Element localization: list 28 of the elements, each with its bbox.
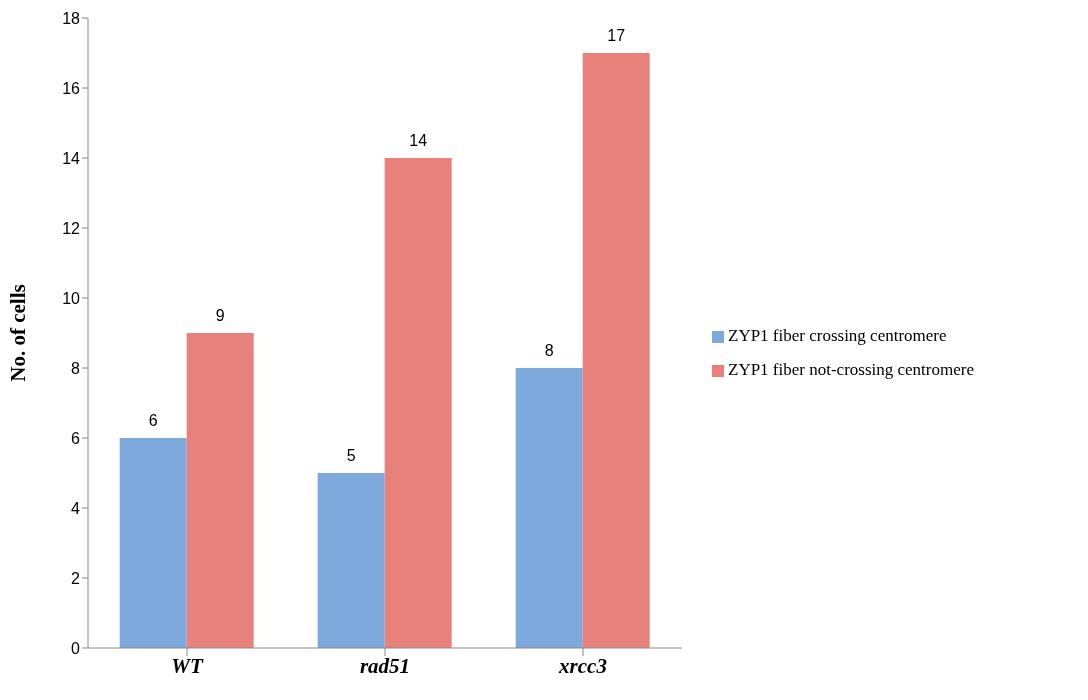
x-tick-label: xrcc3 (558, 653, 607, 678)
data-label: 9 (215, 307, 225, 324)
data-label: 5 (346, 447, 356, 464)
y-tick-label: 16 (62, 79, 81, 97)
y-tick-label: 6 (71, 429, 81, 447)
bar (119, 438, 187, 648)
x-tick-label: rad51 (359, 653, 411, 678)
bar (384, 158, 452, 648)
bar (317, 473, 385, 648)
y-tick-label: 0 (71, 639, 81, 657)
data-label: 6 (148, 412, 158, 429)
y-tick-label: 10 (62, 289, 81, 307)
data-label: 8 (544, 342, 554, 359)
y-tick-label: 18 (62, 9, 81, 27)
bar (515, 368, 583, 648)
legend-label: ZYP1 fiber crossing centromere (728, 326, 947, 345)
data-label: 14 (409, 132, 428, 149)
y-axis-title: No. of cells (6, 284, 31, 382)
y-tick-label: 12 (62, 219, 81, 237)
data-label: 17 (607, 27, 626, 44)
y-tick-label: 2 (71, 569, 81, 587)
y-tick-label: 8 (71, 359, 81, 377)
legend-label: ZYP1 fiber not-crossing centromere (728, 360, 974, 379)
y-tick-label: 4 (71, 499, 81, 517)
bar (582, 53, 650, 648)
bar (186, 333, 254, 648)
y-tick-label: 14 (62, 149, 81, 167)
x-tick-label: WT (171, 653, 204, 678)
